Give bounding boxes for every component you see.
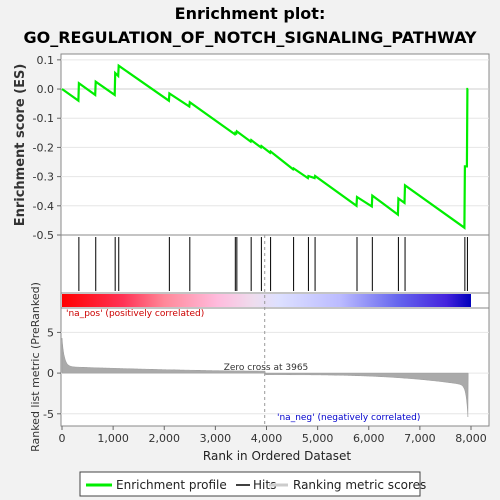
x-axis-label: Rank in Ordered Dataset [203,449,351,463]
x-tick-label: 2,000 [149,432,181,445]
x-axis: 0 1,000 2,000 3,000 4,000 5,000 6,000 7,000 8,00… [59,426,487,445]
zero-cross-label: Zero cross at 3965 [224,363,309,373]
es-y-tick-label: -0.2 [33,141,54,154]
chart-title-line1: Enrichment plot: [175,4,326,23]
pos-correlated-label: 'na_pos' (positively correlated) [66,309,204,319]
x-tick-label: 5,000 [302,432,334,445]
hits-marks [78,237,468,291]
es-y-tick-label: 0.0 [37,83,55,96]
es-y-tick-label: -0.3 [33,171,54,184]
es-y-tick-label: -0.4 [33,200,54,213]
x-tick-label: 4,000 [251,432,283,445]
metric-y-axis-label: Ranked list metric (PreRanked) [29,282,42,452]
hits-panel [60,234,490,294]
ranking-metric-area [61,338,469,418]
metric-y-tick-label: -5 [43,408,54,421]
x-tick-label: 1,000 [97,432,129,445]
chart-title-line2: GO_REGULATION_OF_NOTCH_SIGNALING_PATHWAY [24,28,477,47]
es-y-tick-label: 0.1 [37,54,55,67]
x-tick-label: 7,000 [404,432,436,445]
legend-metric-label: Ranking metric scores [293,478,426,492]
es-panel [60,53,490,236]
neg-correlated-label: 'na_neg' (negatively correlated) [277,413,420,423]
rank-colorbar [62,294,471,307]
es-y-axis-label: Enrichment score (ES) [13,64,28,227]
es-y-tick-label: -0.1 [33,112,54,125]
legend-box [79,471,421,497]
x-tick-label: 0 [59,432,66,445]
metric-y-axis: 5 0 -5 [43,326,61,421]
metric-y-tick-label: 5 [47,326,54,339]
x-tick-label: 3,000 [200,432,232,445]
x-tick-label: 8,000 [455,432,487,445]
legend-hits-label: Hits [253,478,276,492]
x-tick-label: 6,000 [353,432,385,445]
metric-panel [60,307,490,427]
es-y-axis: 0.1 0.0 -0.1 -0.2 -0.3 -0.4 -0.5 [33,54,61,242]
legend: Enrichment profile Hits Ranking metric s… [79,471,426,497]
metric-y-tick-label: 0 [47,367,54,380]
enrichment-profile-line [61,63,469,230]
legend-profile-label: Enrichment profile [116,478,227,492]
es-y-tick-label: -0.5 [33,229,54,242]
